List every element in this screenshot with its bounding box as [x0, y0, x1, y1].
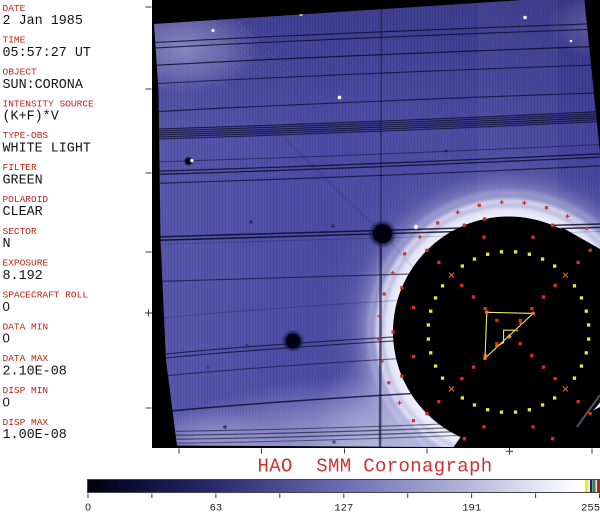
svg-text:TYPE-OBS: TYPE-OBS — [3, 130, 49, 141]
svg-text:DATA MAX: DATA MAX — [3, 353, 49, 364]
svg-text:DISP MAX: DISP MAX — [3, 417, 49, 428]
svg-text:2 Jan 1985: 2 Jan 1985 — [3, 14, 83, 29]
svg-text:TIME: TIME — [3, 35, 26, 46]
svg-text:05:57:27 UT: 05:57:27 UT — [3, 46, 91, 61]
svg-text:HAO SMM Coronagraph: HAO SMM Coronagraph — [257, 455, 492, 477]
svg-text:2.10E-08: 2.10E-08 — [3, 365, 67, 380]
svg-text:0: 0 — [3, 299, 10, 314]
svg-text:SECTOR: SECTOR — [3, 226, 38, 237]
svg-text:SUN:CORONA: SUN:CORONA — [3, 78, 84, 93]
svg-text:255: 255 — [581, 503, 600, 512]
svg-text:N: N — [3, 237, 11, 252]
svg-text:DATA MIN: DATA MIN — [3, 321, 49, 332]
svg-text:INTENSITY SOURCE: INTENSITY SOURCE — [3, 98, 95, 109]
svg-text:GREEN: GREEN — [3, 173, 43, 188]
svg-text:EXPOSURE: EXPOSURE — [3, 258, 49, 269]
svg-text:0: 0 — [85, 502, 91, 512]
svg-text:POLAROID: POLAROID — [3, 194, 49, 205]
svg-text:0: 0 — [3, 331, 10, 346]
svg-text:0: 0 — [3, 394, 10, 409]
svg-text:CLEAR: CLEAR — [3, 205, 43, 220]
svg-text:127: 127 — [334, 503, 353, 512]
svg-text:OBJECT: OBJECT — [3, 67, 38, 78]
svg-text:WHITE LIGHT: WHITE LIGHT — [3, 142, 91, 157]
svg-text:(K+F)*V: (K+F)*V — [3, 110, 59, 125]
svg-text:DISP MIN: DISP MIN — [3, 385, 49, 396]
svg-text:191: 191 — [462, 503, 481, 512]
svg-text:1.00E-08: 1.00E-08 — [3, 428, 67, 443]
svg-text:63: 63 — [210, 503, 223, 512]
svg-text:FILTER: FILTER — [3, 162, 38, 173]
svg-text:DATE: DATE — [3, 3, 26, 14]
svg-text:8.192: 8.192 — [3, 269, 43, 284]
svg-text:SPACECRAFT ROLL: SPACECRAFT ROLL — [3, 290, 89, 301]
